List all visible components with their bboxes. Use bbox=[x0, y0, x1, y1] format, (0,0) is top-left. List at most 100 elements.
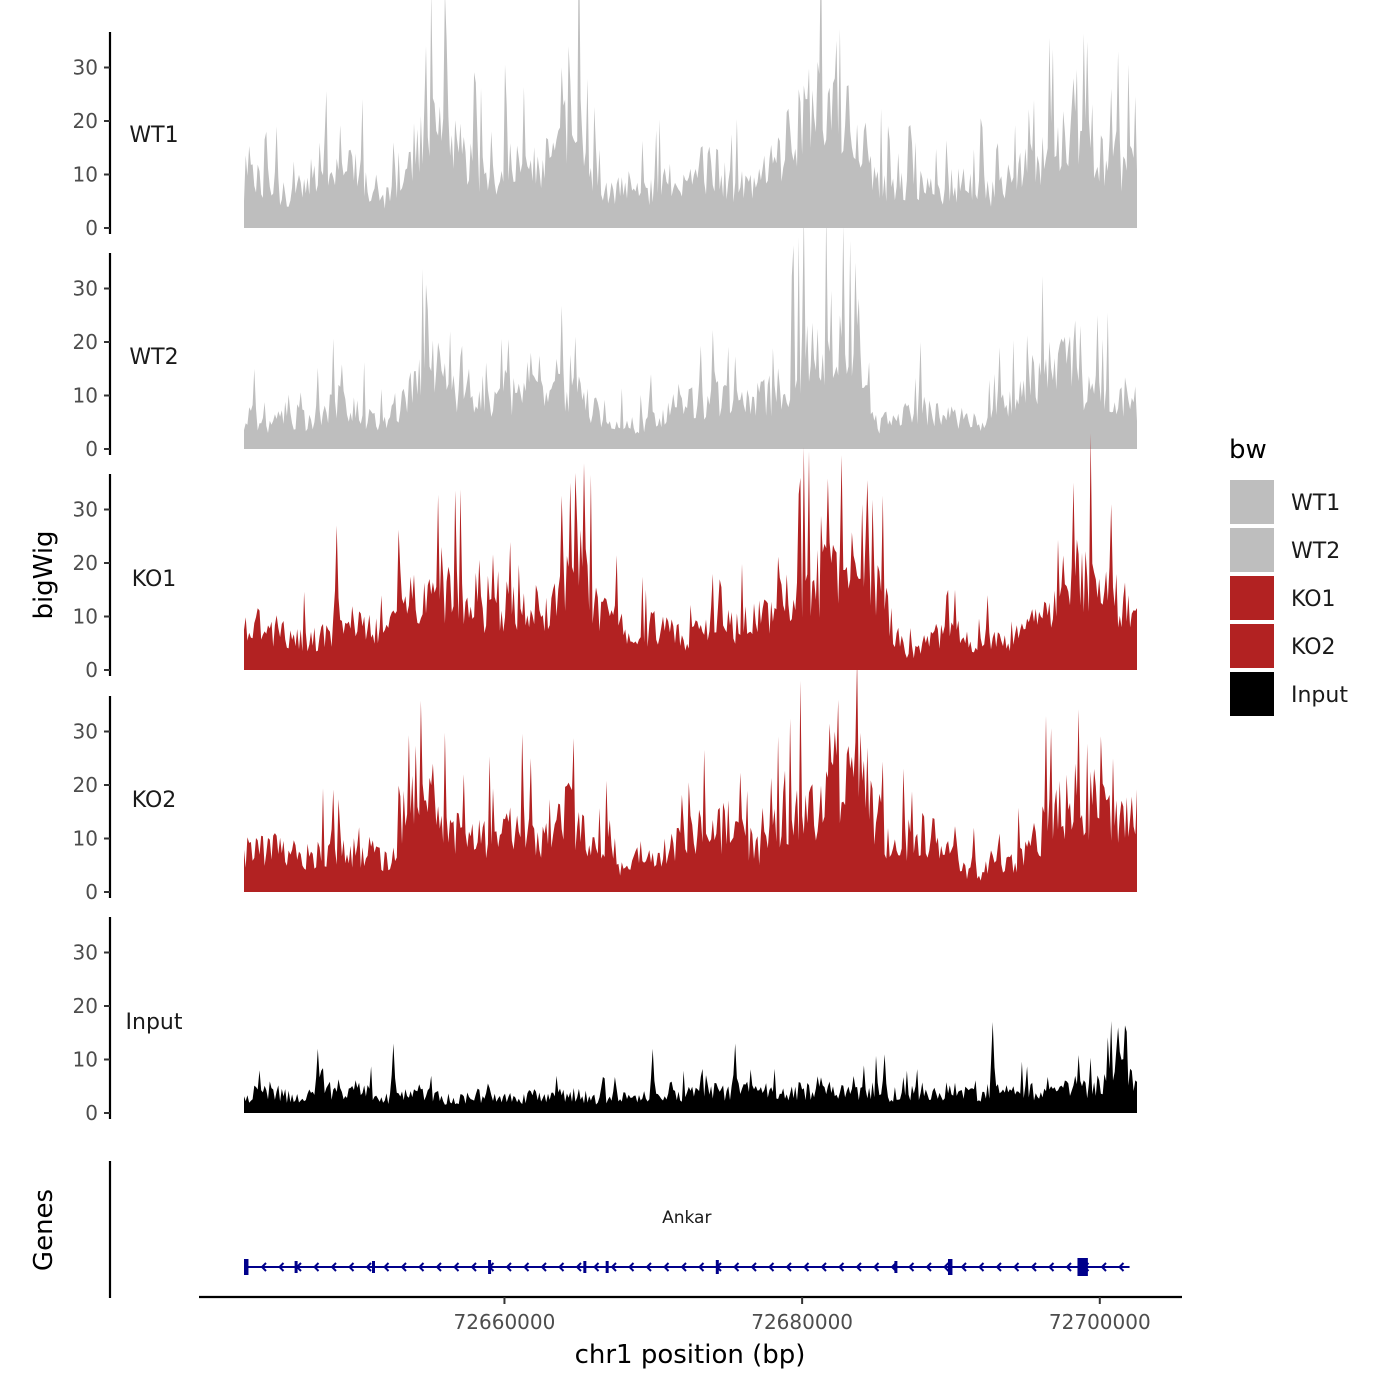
strand-arrow bbox=[540, 1262, 547, 1272]
y-tick-label: 30 bbox=[73, 720, 98, 744]
track-wt1: 0 10 20 30 WT1 bbox=[73, 0, 1137, 240]
gene-exon bbox=[947, 1259, 953, 1275]
strand-arrow bbox=[365, 1262, 372, 1272]
y-tick-label: 0 bbox=[85, 658, 98, 682]
y-tick-label: 10 bbox=[73, 384, 98, 408]
strand-arrow bbox=[768, 1262, 775, 1272]
strand-arrow bbox=[960, 1262, 967, 1272]
strand-arrow bbox=[383, 1262, 390, 1272]
strand-arrow bbox=[803, 1262, 810, 1272]
x-tick-label: 72660000 bbox=[454, 1310, 556, 1334]
track-label: WT1 bbox=[129, 123, 178, 148]
strand-arrow bbox=[1100, 1262, 1107, 1272]
strand-arrow bbox=[820, 1262, 827, 1272]
y-tick-label: 10 bbox=[73, 1048, 98, 1072]
strand-arrow bbox=[698, 1262, 705, 1272]
y-axis-title: bigWig bbox=[29, 530, 59, 619]
track-ko2: 0 10 20 30 KO2 bbox=[73, 658, 1137, 904]
strand-arrow bbox=[855, 1262, 862, 1272]
legend-label: KO2 bbox=[1291, 635, 1336, 660]
x-axis-title: chr1 position (bp) bbox=[575, 1340, 806, 1370]
coverage-area-wt2 bbox=[244, 212, 1137, 449]
strand-arrow bbox=[628, 1262, 635, 1272]
coverage-area-ko2 bbox=[244, 658, 1137, 892]
coverage-area-ko1 bbox=[244, 433, 1137, 670]
track-label: KO1 bbox=[132, 567, 177, 592]
strand-arrow bbox=[558, 1262, 565, 1272]
strand-arrow bbox=[400, 1262, 407, 1272]
gene-track-title: Genes bbox=[29, 1189, 59, 1271]
strand-arrow bbox=[663, 1262, 670, 1272]
gene-exon bbox=[294, 1261, 298, 1273]
y-tick-label: 20 bbox=[73, 994, 98, 1018]
strand-arrow bbox=[1030, 1262, 1037, 1272]
legend-key-input bbox=[1228, 670, 1276, 718]
track-label: WT2 bbox=[129, 345, 178, 370]
strand-arrow bbox=[505, 1262, 512, 1272]
track-ko1: 0 10 20 30 KO1 bbox=[73, 433, 1137, 682]
strand-arrow bbox=[418, 1262, 425, 1272]
strand-arrow bbox=[908, 1262, 915, 1272]
gene-exon bbox=[244, 1259, 249, 1275]
gene-track: Genes Ankar bbox=[29, 1161, 1130, 1298]
x-tick-label: 72680000 bbox=[751, 1310, 853, 1334]
y-tick-label: 10 bbox=[73, 163, 98, 187]
y-tick-label: 20 bbox=[73, 330, 98, 354]
y-tick-label: 10 bbox=[73, 827, 98, 851]
strand-arrow bbox=[330, 1262, 337, 1272]
legend-label: KO1 bbox=[1291, 587, 1336, 612]
legend-key-ko2 bbox=[1228, 622, 1276, 670]
strand-arrow bbox=[593, 1262, 600, 1272]
strand-arrow bbox=[750, 1262, 757, 1272]
strand-arrow bbox=[925, 1262, 932, 1272]
legend-label: WT2 bbox=[1291, 539, 1340, 564]
legend-key-wt1 bbox=[1228, 478, 1276, 526]
coverage-area-input bbox=[244, 1021, 1137, 1113]
strand-arrow bbox=[645, 1262, 652, 1272]
y-tick-label: 0 bbox=[85, 437, 98, 461]
y-tick-label: 30 bbox=[73, 277, 98, 301]
y-tick-label: 30 bbox=[73, 498, 98, 522]
legend-title: bw bbox=[1229, 435, 1267, 465]
track-label: KO2 bbox=[132, 788, 177, 813]
y-tick-label: 20 bbox=[73, 551, 98, 575]
strand-arrow bbox=[575, 1262, 582, 1272]
y-tick-label: 20 bbox=[73, 109, 98, 133]
track-input: 0 10 20 30 Input bbox=[73, 917, 1137, 1125]
strand-arrow bbox=[680, 1262, 687, 1272]
gene-exon bbox=[1077, 1258, 1088, 1276]
strand-arrow bbox=[873, 1262, 880, 1272]
legend-label: WT1 bbox=[1291, 491, 1340, 516]
strand-arrow bbox=[1118, 1262, 1125, 1272]
legend: bw WT1 WT2 KO1 KO2 Input bbox=[1228, 435, 1348, 718]
strand-arrow bbox=[610, 1262, 617, 1272]
gene-exon bbox=[894, 1261, 898, 1273]
coverage-area-wt1 bbox=[244, 0, 1137, 228]
strand-arrow bbox=[435, 1262, 442, 1272]
legend-label: Input bbox=[1291, 683, 1348, 708]
track-wt2: 0 10 20 30 WT2 bbox=[73, 212, 1137, 461]
y-tick-label: 30 bbox=[73, 941, 98, 965]
y-tick-label: 0 bbox=[85, 880, 98, 904]
strand-arrow bbox=[838, 1262, 845, 1272]
strand-arrow bbox=[733, 1262, 740, 1272]
y-tick-label: 0 bbox=[85, 1101, 98, 1125]
track-label: Input bbox=[126, 1010, 183, 1035]
gene-exon bbox=[583, 1261, 587, 1273]
gene-exon bbox=[488, 1260, 492, 1274]
strand-arrow bbox=[470, 1262, 477, 1272]
gene-model-ankar: Ankar bbox=[244, 1208, 1130, 1276]
strand-arrow bbox=[313, 1262, 320, 1272]
y-tick-label: 30 bbox=[73, 56, 98, 80]
gene-exon bbox=[715, 1260, 719, 1274]
strand-arrow bbox=[278, 1262, 285, 1272]
strand-arrow bbox=[453, 1262, 460, 1272]
strand-arrow bbox=[785, 1262, 792, 1272]
y-tick-label: 0 bbox=[85, 216, 98, 240]
strand-arrow bbox=[523, 1262, 530, 1272]
strand-arrow bbox=[978, 1262, 985, 1272]
x-tick-label: 72700000 bbox=[1049, 1310, 1151, 1334]
strand-arrow bbox=[1065, 1262, 1072, 1272]
y-tick-label: 20 bbox=[73, 773, 98, 797]
